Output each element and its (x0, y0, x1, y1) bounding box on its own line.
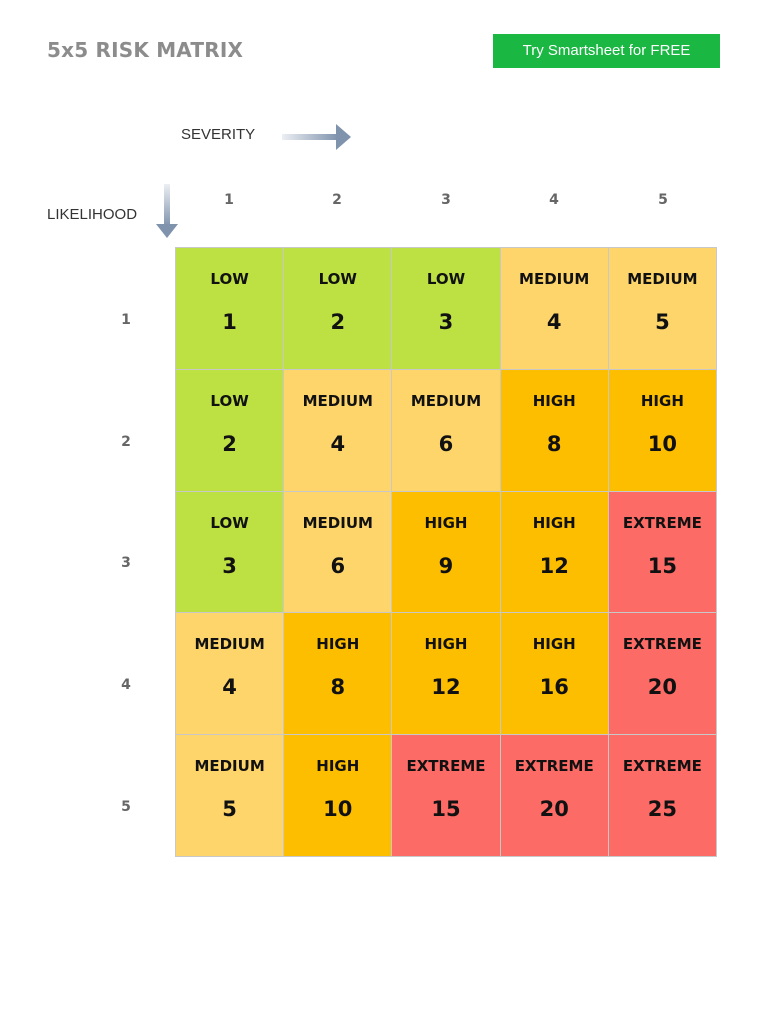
risk-score: 4 (222, 675, 237, 700)
arrow-down-icon (156, 184, 178, 238)
risk-cell: EXTREME 20 (608, 613, 716, 735)
risk-cell: LOW 2 (176, 369, 284, 491)
risk-score: 15 (431, 797, 461, 822)
page-title: 5x5 RISK MATRIX (47, 38, 244, 62)
risk-cell: EXTREME 15 (392, 735, 500, 856)
likelihood-row-header: 5 (121, 799, 131, 815)
severity-column-header: 4 (549, 192, 559, 208)
risk-score: 9 (438, 553, 454, 578)
risk-matrix-grid: LOW 1 LOW 2 LOW 3 MEDIUM 4 MEDIUM 5 LOW 2 MEDI… (175, 247, 717, 857)
risk-cell: MEDIUM 4 (284, 369, 392, 491)
risk-cell: HIGH 12 (500, 491, 608, 613)
severity-column-header: 2 (332, 192, 342, 208)
risk-score: 10 (323, 797, 353, 822)
severity-column-header: 1 (224, 192, 234, 208)
likelihood-row-header: 1 (121, 312, 131, 328)
risk-score: 20 (647, 675, 677, 700)
risk-score: 6 (330, 553, 346, 578)
risk-score: 25 (647, 797, 677, 822)
risk-level: MEDIUM (410, 391, 482, 410)
risk-level: LOW (318, 270, 357, 288)
risk-level: HIGH (316, 635, 360, 654)
risk-cell: MEDIUM 5 (176, 735, 284, 856)
risk-score: 2 (330, 310, 346, 334)
risk-cell: HIGH 12 (392, 613, 500, 735)
risk-level: MEDIUM (627, 270, 698, 288)
risk-level: HIGH (424, 635, 468, 654)
risk-level: HIGH (316, 757, 360, 776)
risk-level: HIGH (424, 513, 468, 532)
risk-score: 8 (330, 675, 346, 700)
risk-level: HIGH (532, 391, 576, 410)
risk-score: 15 (647, 553, 677, 578)
risk-score: 1 (222, 310, 237, 334)
risk-score: 3 (438, 310, 454, 334)
risk-cell: EXTREME 25 (608, 735, 716, 856)
risk-score: 16 (539, 675, 569, 700)
risk-cell: LOW 1 (176, 248, 284, 369)
likelihood-row-header: 4 (121, 677, 131, 693)
severity-column-header: 5 (658, 192, 668, 208)
risk-cell: MEDIUM 6 (392, 369, 500, 491)
risk-cell: LOW 2 (284, 248, 392, 369)
risk-score: 6 (438, 431, 454, 456)
risk-level: LOW (210, 270, 249, 288)
risk-cell: HIGH 8 (500, 369, 608, 491)
risk-level: MEDIUM (194, 635, 265, 654)
risk-score: 8 (546, 431, 562, 456)
risk-cell: LOW 3 (392, 248, 500, 369)
arrow-right-icon (282, 124, 351, 150)
severity-label: SEVERITY (181, 126, 256, 143)
risk-level: EXTREME (514, 757, 594, 776)
risk-cell: LOW 3 (176, 491, 284, 613)
risk-level: HIGH (532, 635, 576, 654)
risk-cell: EXTREME 20 (500, 735, 608, 856)
risk-score: 5 (655, 310, 670, 334)
risk-score: 12 (431, 675, 461, 700)
risk-cell: MEDIUM 4 (500, 248, 608, 369)
risk-cell: MEDIUM 4 (176, 613, 284, 735)
risk-level: MEDIUM (302, 513, 373, 532)
risk-level: EXTREME (622, 635, 702, 654)
risk-score: 10 (647, 431, 677, 456)
risk-level: HIGH (640, 391, 684, 410)
risk-cell: MEDIUM 6 (284, 491, 392, 613)
risk-level: MEDIUM (302, 391, 373, 410)
risk-score: 12 (539, 553, 569, 578)
likelihood-label: LIKELIHOOD (47, 206, 138, 223)
risk-level: EXTREME (622, 513, 702, 532)
risk-level: HIGH (532, 513, 576, 532)
risk-cell: MEDIUM 5 (608, 248, 716, 369)
risk-level: EXTREME (622, 757, 702, 776)
risk-cell: HIGH 9 (392, 491, 500, 613)
severity-column-header: 3 (441, 192, 451, 208)
risk-score: 4 (330, 431, 346, 456)
risk-score: 4 (546, 310, 562, 334)
likelihood-row-header: 2 (121, 434, 131, 450)
risk-cell: HIGH 16 (500, 613, 608, 735)
try-smartsheet-button[interactable]: Try Smartsheet for FREE (493, 34, 720, 68)
risk-score: 20 (539, 797, 569, 822)
risk-level: EXTREME (406, 757, 486, 776)
risk-level: LOW (210, 513, 249, 532)
risk-cell: EXTREME 15 (608, 491, 716, 613)
risk-level: MEDIUM (194, 757, 265, 776)
risk-level: MEDIUM (519, 270, 590, 288)
risk-cell: HIGH 10 (284, 735, 392, 856)
risk-score: 5 (222, 797, 237, 822)
risk-level: LOW (210, 391, 249, 410)
risk-level: LOW (426, 270, 466, 288)
risk-score: 3 (222, 553, 237, 578)
risk-cell: HIGH 10 (608, 369, 716, 491)
likelihood-row-header: 3 (121, 555, 131, 571)
risk-cell: HIGH 8 (284, 613, 392, 735)
risk-score: 2 (222, 431, 237, 456)
